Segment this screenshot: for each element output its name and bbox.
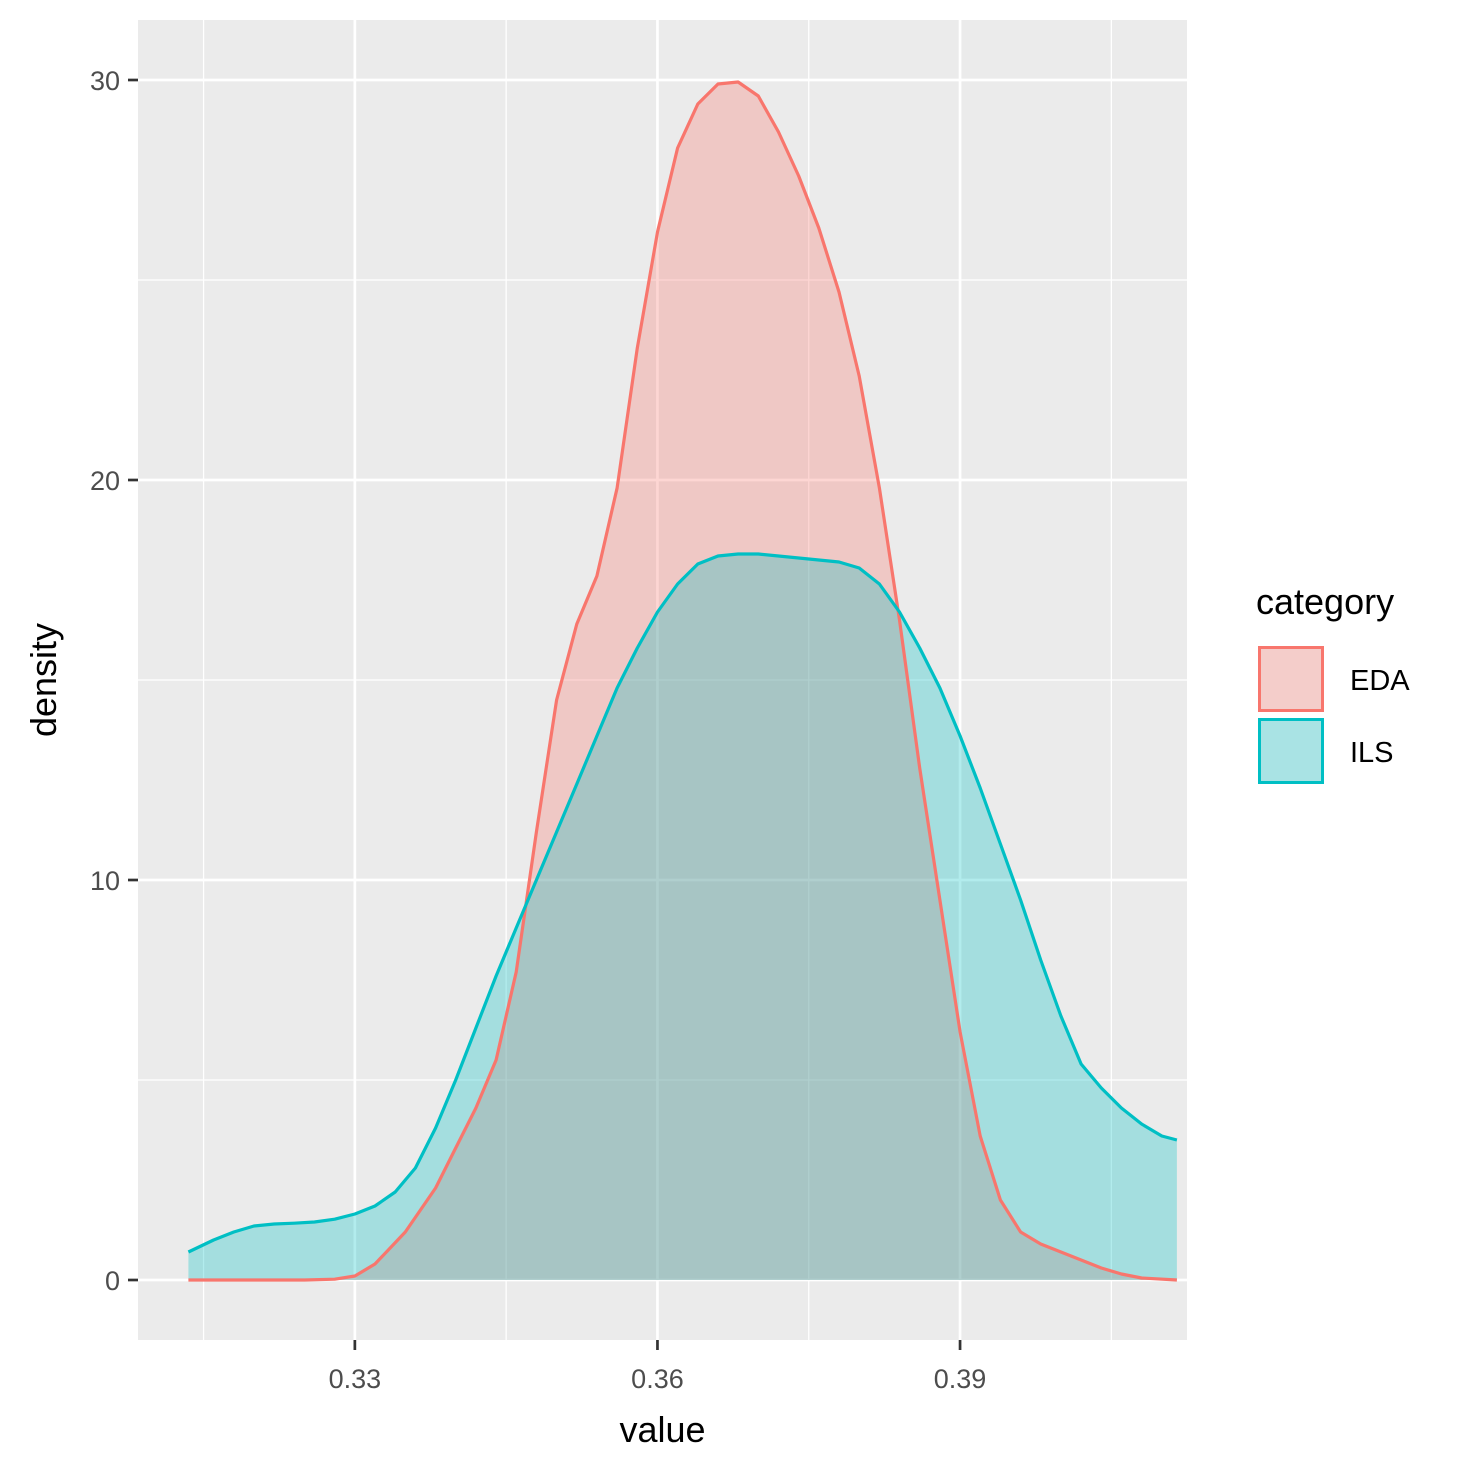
x-axis-title: value: [619, 1409, 705, 1450]
legend-key-ils: [1258, 718, 1324, 784]
y-tick-label: 0: [105, 1266, 120, 1296]
y-tick-label: 20: [90, 466, 120, 496]
legend-label-ils: ILS: [1350, 737, 1394, 769]
x-tick-label: 0.39: [934, 1364, 987, 1394]
eda-density-line: [188, 80, 1177, 1282]
legend-key-eda: [1258, 646, 1324, 712]
legend: category EDA ILS: [1256, 581, 1410, 784]
x-axis: 0.33 0.36 0.39: [329, 1340, 987, 1394]
ils-density-line: [187, 552, 1178, 1254]
y-tick-label: 10: [90, 866, 120, 896]
x-tick-label: 0.36: [631, 1364, 684, 1394]
y-axis: 0 10 20 30: [90, 66, 138, 1296]
density-series: [187, 80, 1178, 1282]
y-axis-title: density: [23, 623, 64, 737]
legend-title: category: [1256, 581, 1394, 622]
legend-label-eda: EDA: [1350, 665, 1410, 697]
eda-density-area: [188, 82, 1177, 1280]
ils-density-area: [188, 554, 1177, 1280]
x-tick-label: 0.33: [329, 1364, 382, 1394]
legend-key-background: [1258, 718, 1324, 784]
legend-key-background: [1258, 646, 1324, 712]
y-tick-label: 30: [90, 66, 120, 96]
minor-gridlines: [138, 20, 1187, 1340]
